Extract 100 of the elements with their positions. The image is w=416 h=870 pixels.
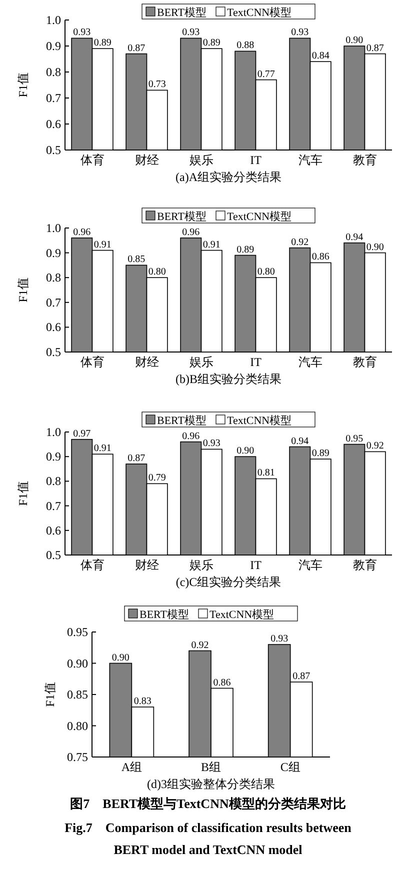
y-tick-label: 0.80 (67, 718, 88, 733)
y-tick-label: 0.5 (46, 548, 61, 562)
y-tick-label: 0.9 (46, 450, 61, 464)
text: (c)C组实验分类结果 (176, 575, 282, 589)
legend-label: BERT模型 (157, 211, 206, 223)
data-label: 0.86 (213, 677, 231, 688)
legend-label: BERT模型 (157, 415, 206, 427)
x-tick-label: 娱乐 (189, 558, 214, 572)
y-tick-label: 0.5 (46, 345, 61, 359)
x-tick-label: B组 (200, 760, 222, 774)
data-label: 0.89 (312, 448, 330, 460)
data-label: 0.89 (202, 38, 220, 49)
data-label: 0.97 (73, 428, 91, 440)
data-label: 0.95 (346, 433, 364, 444)
x-tick-label: 体育 (80, 153, 104, 167)
x-tick-label: 汽车 (298, 153, 322, 167)
y-tick-label: 1.0 (46, 425, 61, 439)
x-tick-label: IT (250, 153, 262, 167)
y-axis-title: F1值 (16, 481, 30, 506)
y-axis-title: F1值 (16, 278, 30, 302)
data-label: 0.80 (148, 266, 166, 278)
legend-label: TextCNN模型 (210, 609, 274, 621)
data-label: 0.92 (191, 640, 209, 651)
y-tick-label: 0.8 (46, 270, 61, 285)
data-label: 0.91 (94, 443, 112, 454)
x-tick-label: 娱乐 (189, 153, 214, 167)
x-tick-label: 汽车 (298, 558, 322, 572)
data-label: 0.73 (148, 79, 166, 90)
data-label: 0.84 (312, 50, 330, 62)
x-tick-label: A组 (121, 760, 142, 774)
x-tick-label: 体育 (80, 558, 104, 572)
data-label: 0.93 (73, 27, 91, 38)
y-tick-label: 0.7 (46, 498, 61, 513)
y-tick-label: 0.90 (67, 656, 88, 670)
legend-label: BERT模型 (140, 609, 189, 621)
legend-label: TextCNN模型 (227, 211, 292, 223)
x-tick-label: 财经 (134, 558, 159, 572)
x-tick-label: 财经 (134, 355, 159, 369)
x-tick-label: 娱乐 (189, 355, 214, 369)
text: (b)B组实验分类结果 (176, 372, 282, 386)
data-label: 0.90 (366, 242, 384, 253)
y-tick-label: 0.7 (46, 295, 61, 310)
data-label: 0.81 (257, 468, 275, 479)
data-label: 0.88 (236, 40, 254, 52)
data-label: 0.91 (94, 239, 112, 250)
data-label: 0.80 (257, 266, 275, 278)
legend-label: TextCNN模型 (227, 7, 292, 19)
x-tick-label: 教育 (352, 153, 377, 167)
data-label: 0.89 (236, 244, 254, 256)
data-label: 0.96 (182, 226, 200, 238)
y-tick-label: 0.8 (46, 65, 61, 79)
data-label: 0.92 (291, 236, 309, 248)
text: (a)A组实验分类结果 (176, 170, 282, 184)
x-tick-label: IT (250, 558, 262, 572)
data-label: 0.87 (292, 671, 310, 682)
x-tick-label: C组 (280, 760, 300, 774)
data-label: 0.90 (236, 446, 254, 457)
x-tick-label: 教育 (352, 558, 377, 572)
data-label: 0.87 (128, 42, 146, 54)
data-label: 0.85 (128, 254, 146, 266)
x-tick-label: 教育 (352, 355, 377, 369)
caption: Fig.7 Comparison of classification results between BERT model and TextCNN model (64, 820, 352, 857)
legend-label: TextCNN模型 (227, 415, 292, 427)
data-label: 0.87 (128, 452, 146, 464)
x-tick-label: IT (250, 355, 262, 369)
data-label: 0.94 (346, 232, 364, 243)
legend-label: BERT模型 (157, 7, 206, 19)
data-label: 0.93 (291, 27, 309, 38)
x-tick-label: 汽车 (298, 355, 322, 369)
data-label: 0.90 (112, 652, 130, 664)
x-tick-label: 财经 (134, 153, 159, 167)
y-tick-label: 0.9 (46, 246, 61, 260)
y-tick-label: 0.95 (67, 625, 88, 639)
data-label: 0.89 (94, 38, 112, 49)
x-tick-label: 体育 (80, 355, 104, 369)
y-tick-label: 0.6 (46, 320, 61, 334)
caption: 图7 BERT模型与TextCNN模型的分类结果对比 (70, 796, 346, 811)
data-label: 0.77 (257, 68, 275, 80)
data-label: 0.87 (366, 42, 384, 54)
data-label: 0.96 (73, 226, 91, 238)
y-tick-label: 0.85 (67, 688, 88, 702)
y-axis-title: F1值 (16, 72, 30, 98)
data-label: 0.94 (291, 436, 309, 447)
y-tick-label: 0.7 (46, 91, 61, 105)
y-axis-title: F1值 (43, 682, 57, 707)
data-label: 0.96 (182, 430, 200, 442)
y-tick-label: 0.5 (46, 143, 61, 157)
data-label: 0.90 (346, 35, 364, 46)
text: (d)3组实验整体分类结果 (147, 777, 275, 791)
data-label: 0.92 (366, 440, 384, 452)
y-tick-label: 1.0 (46, 221, 61, 235)
y-tick-label: 0.9 (46, 39, 61, 53)
y-tick-label: 0.6 (46, 523, 61, 538)
y-tick-label: 1.0 (46, 13, 61, 27)
y-tick-label: 0.75 (67, 750, 88, 764)
data-label: 0.93 (202, 438, 220, 450)
data-label: 0.91 (202, 239, 220, 250)
y-tick-label: 0.6 (46, 117, 61, 131)
data-label: 0.83 (134, 696, 152, 707)
data-label: 0.93 (182, 27, 200, 38)
